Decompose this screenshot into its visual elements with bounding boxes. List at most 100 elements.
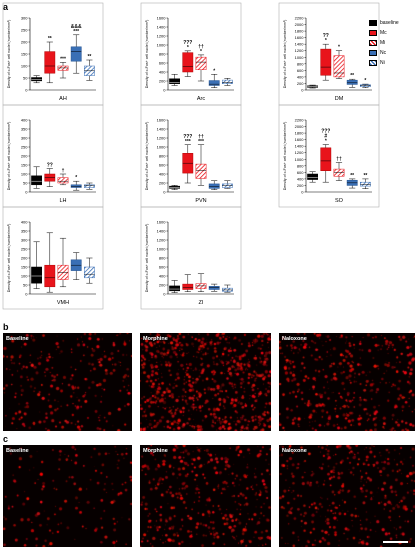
significance-label: * (325, 38, 327, 44)
y-tick-label: 400 (297, 176, 304, 181)
y-tick-label: 400 (159, 274, 166, 279)
y-tick-label: 0 (25, 88, 28, 93)
box (320, 48, 332, 76)
y-tick-label: 100 (21, 64, 28, 69)
y-tick-label: 1200 (295, 48, 305, 53)
legend-item-baseline: baseline (369, 18, 417, 28)
panel-frame (278, 104, 380, 208)
legend-swatch (369, 20, 377, 26)
box (84, 184, 95, 188)
significance-label: ** (350, 73, 354, 79)
significance-label: * (187, 45, 189, 51)
y-tick-label: 1400 (157, 25, 167, 30)
y-tick-label: 250 (21, 28, 28, 33)
panel-label-a: a (3, 2, 9, 12)
y-tick-label: 800 (297, 163, 304, 168)
y-tick-label: 0 (163, 292, 166, 297)
y-tick-label: 350 (21, 229, 28, 234)
region-label: LH (59, 198, 66, 204)
y-tick-label: 1200 (157, 136, 167, 141)
y-tick-label: 2200 (295, 16, 305, 21)
panel-frame (2, 206, 104, 310)
significance-label: * (338, 45, 340, 51)
legend-item-ni: Ni (369, 58, 417, 68)
y-tick-label: 1200 (295, 150, 305, 155)
box (70, 184, 82, 188)
y-tick-label: 600 (159, 265, 166, 270)
micrograph-b-naloxone: Naloxone (279, 333, 415, 431)
box-plot-grid: 0 50 100 150 200 250 300 Density of c-Fos+ cell… (2, 2, 380, 310)
significance-label: ** (87, 54, 91, 60)
y-tick-label: 800 (159, 52, 166, 57)
panel-frame (140, 206, 242, 310)
y-tick-label: 800 (159, 154, 166, 159)
y-tick-label: 1600 (295, 35, 305, 40)
micrograph-b-baseline: Baseline (3, 333, 132, 431)
y-tick-label: 200 (297, 81, 304, 86)
box (169, 285, 180, 292)
box (31, 175, 42, 186)
significance-label: ??? (183, 134, 192, 140)
y-tick-label: 600 (297, 68, 304, 73)
y-tick-label: 0 (25, 292, 28, 297)
legend-label: Nc (380, 50, 387, 56)
significance-label: ??? (321, 129, 330, 135)
legend-item-mc: Mc (369, 28, 417, 38)
significance-label: * (325, 139, 327, 145)
photo-label: Naloxone (282, 448, 307, 454)
box (182, 283, 194, 290)
y-tick-label: 1200 (157, 238, 167, 243)
y-tick-label: 100 (21, 274, 28, 279)
y-tick-label: 200 (297, 183, 304, 188)
y-tick-label: 250 (21, 247, 28, 252)
y-tick-label: 300 (21, 16, 28, 21)
legend-item-mi: Mi (369, 38, 417, 48)
box (360, 181, 371, 187)
box (307, 173, 318, 180)
panel-label-b: b (3, 322, 9, 332)
y-tick-label: 50 (23, 181, 28, 186)
y-tick-label: 800 (159, 256, 166, 261)
y-tick-label: 200 (21, 256, 28, 261)
legend: baseline Mc Mi Nc Ni (369, 18, 417, 68)
significance-label: * (75, 175, 77, 181)
y-tick-label: 350 (21, 127, 28, 132)
y-tick-label: 0 (163, 190, 166, 195)
y-tick-label: 400 (297, 74, 304, 79)
y-tick-label: 300 (21, 238, 28, 243)
legend-label: Ni (380, 60, 385, 66)
significance-label: ?? (47, 163, 53, 169)
box (333, 55, 345, 78)
box (333, 168, 345, 177)
micrograph-c-morphine: Morphine (140, 445, 271, 547)
y-tick-label: 400 (21, 220, 28, 225)
y-tick-label: 1600 (295, 137, 305, 142)
significance-label: *** (73, 29, 79, 35)
box (44, 264, 56, 288)
chart-ah: 0 50 100 150 200 250 300 Density of c-Fos+ cell… (2, 2, 104, 106)
y-tick-label: 200 (159, 181, 166, 186)
y-axis-label: Density of c-Fos+ cell nuclei (number/mm… (283, 20, 287, 89)
y-tick-label: 400 (159, 70, 166, 75)
significance-label: †† (198, 134, 204, 140)
y-axis-label: Density of c-Fos+ cell nuclei (number/mm… (145, 224, 149, 293)
chart-pvn: 0 200 400 600 800 1000 1200 1400 1600 Density of … (140, 104, 242, 208)
y-tick-label: 0 (301, 190, 304, 195)
significance-label: ??? (183, 40, 192, 46)
significance-label: ** (350, 173, 354, 179)
photo-label: Baseline (6, 448, 29, 454)
photo-label: Morphine (143, 336, 168, 342)
y-tick-label: 100 (21, 172, 28, 177)
region-label: Arc (197, 96, 206, 102)
legend-label: baseline (380, 20, 399, 26)
y-tick-label: 1000 (157, 43, 167, 48)
y-axis-label: Density of c-Fos+ cell nuclei (number/mm… (283, 122, 287, 191)
y-tick-label: 200 (21, 40, 28, 45)
significance-label: * (200, 49, 202, 55)
significance-label: &&& (71, 24, 82, 30)
significance-label: †† (198, 44, 204, 50)
legend-item-nc: Nc (369, 48, 417, 58)
photo-label: Baseline (6, 336, 29, 342)
y-tick-label: 1000 (157, 145, 167, 150)
